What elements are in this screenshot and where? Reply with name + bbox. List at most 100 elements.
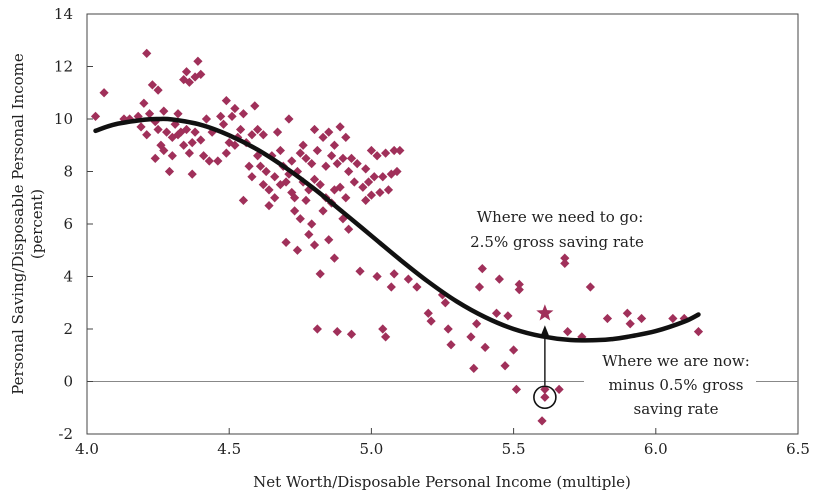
y-axis: -2 0 2 4 6 8 10 12 14 [54,5,93,443]
data-point [230,103,240,114]
y-tick-label: 14 [54,5,73,23]
data-point [514,285,524,295]
data-point [150,153,160,163]
data-point [204,156,214,166]
data-point [142,130,152,140]
data-point [332,159,342,169]
data-point [443,324,453,334]
data-point [509,345,519,355]
data-point [352,159,362,169]
current-point [540,392,550,402]
data-point [369,172,379,182]
data-point [164,166,175,177]
data-point [312,145,322,156]
data-point [602,313,613,324]
data-point [514,279,524,289]
data-point [227,111,237,121]
data-point [235,124,246,135]
data-point [378,172,388,182]
x-axis: 4.0 4.5 5.0 5.5 6.0 6.5 [75,428,810,458]
data-point [144,109,155,119]
data-point [440,298,450,308]
data-point [136,122,146,132]
data-point [309,124,320,135]
data-point [363,177,374,187]
data-point [167,151,177,161]
data-point [361,164,371,174]
data-point [349,177,359,187]
data-point [332,327,342,337]
data-point [258,130,268,140]
data-point [389,145,399,156]
data-point [90,111,101,121]
data-point [295,148,305,158]
data-point [238,195,249,205]
data-point [344,166,354,177]
data-point [423,308,433,318]
data-point [196,69,206,79]
data-point [275,145,285,156]
data-point [187,138,197,148]
data-point [426,316,436,326]
data-point [247,130,257,140]
data-point [315,180,325,190]
data-point [153,124,163,135]
data-point [389,269,399,279]
data-point [372,151,382,161]
data-point [392,166,402,177]
data-point [378,324,388,334]
data-point [585,282,595,292]
data-point [230,140,240,150]
data-point [173,109,183,119]
data-point [403,274,413,284]
data-point [181,124,192,135]
data-point [287,156,297,166]
data-point [275,180,285,190]
data-point [184,148,194,158]
data-point [159,145,169,156]
data-point [255,161,266,171]
data-point [625,319,635,329]
data-point [335,182,345,192]
data-point [284,114,294,124]
data-point [292,245,303,255]
data-point [329,185,340,195]
data-point [472,319,482,329]
y-tick-label: 4 [63,268,73,286]
annotation-target-line1: Where we need to go: [477,208,644,226]
data-point [383,185,394,195]
data-point [500,361,510,371]
data-point [477,264,487,274]
data-point [668,313,678,324]
data-point [494,274,504,284]
data-point [329,140,340,150]
data-point [250,101,260,111]
data-point [466,332,476,342]
data-point [395,145,405,156]
trend-curve [93,116,701,343]
data-point [318,206,328,216]
data-point [346,153,357,163]
data-point [321,161,331,171]
y-tick-label: 2 [63,320,73,338]
data-point [253,124,263,135]
data-point [298,140,308,150]
data-point [238,109,249,119]
data-point [270,172,280,182]
y-axis-title-line1: Personal Saving/Disposable Personal Inco… [9,53,27,395]
data-point [366,190,376,200]
y-tick-label: 0 [63,373,73,391]
data-point [304,185,314,195]
data-point [366,145,376,156]
data-point [386,282,396,292]
data-point [318,132,328,142]
data-point [324,127,334,137]
data-point [307,159,317,169]
data-point [190,127,200,137]
data-point [301,195,311,205]
data-point [307,219,317,229]
data-point [563,327,573,337]
data-point [264,185,274,195]
data-point [412,282,422,292]
